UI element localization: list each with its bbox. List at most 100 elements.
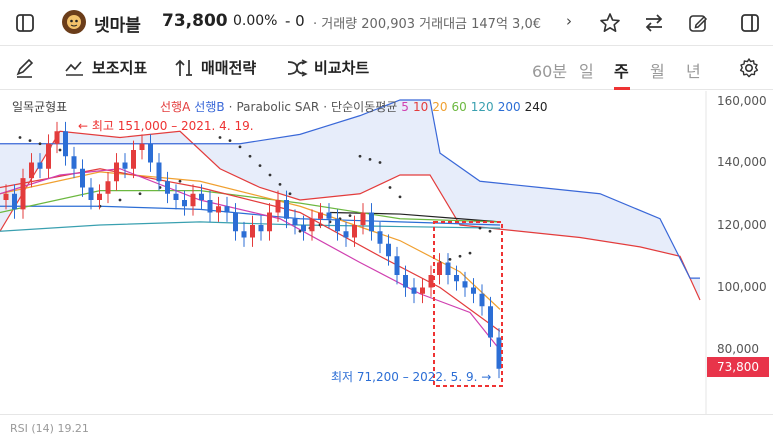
candle-body-34 <box>292 218 298 225</box>
sar-dot-6 <box>118 198 122 202</box>
sar-dot-18 <box>298 229 302 233</box>
sar-dot-28 <box>398 195 402 199</box>
candle-body-14 <box>122 162 128 169</box>
candle-body-49 <box>420 287 425 294</box>
legend-ma60: 60 <box>451 100 467 114</box>
rsi-panel <box>0 414 773 428</box>
period-year[interactable]: 년 <box>686 62 701 81</box>
candle-body-16 <box>139 143 145 150</box>
legend-ma200: 200 <box>497 100 521 114</box>
settings-icon[interactable] <box>734 53 764 83</box>
candle-body-7 <box>63 131 68 157</box>
candle-body-40 <box>343 231 349 238</box>
candle-body-56 <box>479 293 485 307</box>
candle-body-15 <box>131 150 136 169</box>
sar-dot-32 <box>468 251 472 255</box>
meta-fade <box>540 6 566 40</box>
sar-dot-23 <box>348 214 352 218</box>
compare-button[interactable]: 비교차트 <box>286 57 369 78</box>
sar-dot-14 <box>258 164 262 168</box>
sar-dot-15 <box>268 173 272 177</box>
candle-body-44 <box>377 231 383 244</box>
chevron-right-icon[interactable]: › <box>566 12 572 30</box>
stock-meta: · 거래량 200,903 거래대금 147억 3,0€ <box>313 17 541 32</box>
legend-ma20: 20 <box>432 100 448 114</box>
candle-body-47 <box>403 275 408 288</box>
candle-body-25 <box>216 206 221 213</box>
period-month[interactable]: 월 <box>650 62 665 81</box>
chart-toolbar <box>0 46 773 90</box>
active-period-indicator <box>614 87 630 90</box>
candle-body-35 <box>301 225 306 232</box>
candle-body-28 <box>241 231 247 238</box>
sar-dot-9 <box>178 179 182 183</box>
legend-sma: 단순이동평균 <box>331 100 398 114</box>
ma-line-2 <box>0 221 501 232</box>
ma-line-4 <box>0 171 501 310</box>
period-week[interactable]: 주 <box>614 62 629 81</box>
candle-body-12 <box>105 181 111 194</box>
strategy-button[interactable]: 매매전략 <box>175 57 256 78</box>
candle-body-38 <box>326 212 332 219</box>
candle-body-10 <box>88 187 94 200</box>
legend-senkou-a: 선행A <box>160 100 191 114</box>
candle-body-50 <box>428 275 434 288</box>
candle-body-2 <box>20 178 26 210</box>
stock-change-pct: 0.00% <box>233 13 278 29</box>
star-icon[interactable] <box>595 8 625 38</box>
legend-ma120: 120 <box>470 100 494 114</box>
legend-ma10: 10 <box>412 100 429 114</box>
candle-body-46 <box>394 256 400 275</box>
candle-body-45 <box>386 243 391 257</box>
header-bar: 넷마블 73,800 0.00% - 0 · 거래량 200,903 거래대금 … <box>0 0 773 46</box>
candle-body-1 <box>12 193 17 210</box>
candle-body-22 <box>190 193 196 207</box>
ma-line-3 <box>0 190 501 223</box>
indicator-button[interactable]: 보조지표 <box>64 57 147 78</box>
pen-icon[interactable] <box>10 53 40 83</box>
candle-body-39 <box>335 218 340 232</box>
period-60min[interactable]: 60분 <box>532 62 568 81</box>
candle-body-31 <box>267 212 272 232</box>
sar-dot-24 <box>358 154 362 158</box>
candle-body-4 <box>37 162 43 169</box>
candle-body-0 <box>3 193 9 200</box>
sar-dot-13 <box>248 154 252 158</box>
strategy-icon <box>175 59 192 76</box>
y-tick-80000: 80,000 <box>717 342 759 356</box>
edit-icon[interactable] <box>683 8 713 38</box>
chart-legend: 선행A 선행B · Parabolic SAR · 단순이동평균 5 10 20 60 120 200… <box>160 100 548 114</box>
compare-icon <box>287 58 308 77</box>
ichimoku-cloud <box>0 100 700 300</box>
indicator-icon <box>65 60 83 76</box>
candle-body-11 <box>97 193 102 200</box>
panel-icon[interactable] <box>735 8 765 38</box>
legend-senkou-b: 선행B <box>194 100 225 114</box>
candle-body-26 <box>224 206 230 213</box>
candle-body-53 <box>454 275 459 282</box>
price-chart[interactable] <box>0 91 773 428</box>
candle-body-19 <box>165 181 170 194</box>
candle-body-55 <box>471 287 476 294</box>
sar-dot-26 <box>378 161 382 164</box>
swap-icon[interactable] <box>639 8 669 38</box>
sar-dot-0 <box>18 136 22 139</box>
candle-body-41 <box>352 225 357 238</box>
sar-dot-10 <box>218 136 222 139</box>
sidebar-toggle-icon[interactable] <box>10 8 40 38</box>
stock-name[interactable]: 넷마블 <box>94 16 141 36</box>
sar-dot-33 <box>478 226 482 230</box>
low-annotation: 최저 71,200 – 2022. 5. 9. → <box>331 370 492 384</box>
candle-body-57 <box>488 306 493 338</box>
candle-body-32 <box>275 200 281 213</box>
candle-body-36 <box>309 218 315 232</box>
sar-dot-30 <box>448 257 452 261</box>
candle-body-51 <box>437 262 442 275</box>
period-day[interactable]: 일 <box>579 62 594 81</box>
candle-body-33 <box>284 200 289 219</box>
sar-dot-25 <box>368 157 372 161</box>
candle-body-24 <box>207 200 213 213</box>
legend-ma240: 240 <box>524 100 548 114</box>
candle-body-18 <box>156 162 162 182</box>
indicator-title: 일목균형표 <box>12 100 68 114</box>
